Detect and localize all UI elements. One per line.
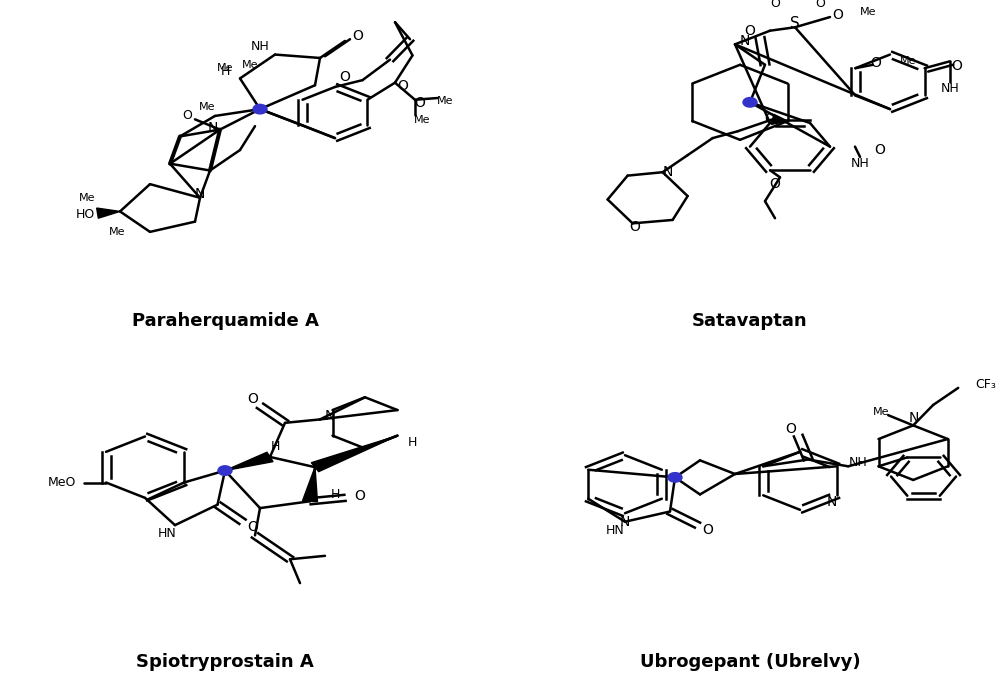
Text: HN: HN [606,524,624,537]
Text: N: N [620,515,630,529]
Text: N: N [325,409,335,423]
Text: Me: Me [199,102,216,113]
Text: Me: Me [860,7,876,17]
Text: NH: NH [251,40,269,53]
Text: Me: Me [900,57,917,66]
Text: N: N [662,165,673,179]
Text: Spiotryprostain A: Spiotryprostain A [136,653,314,670]
Text: Me: Me [217,63,233,73]
Text: Ubrogepant (Ubrelvy): Ubrogepant (Ubrelvy) [640,653,860,670]
Text: MeO: MeO [48,476,76,489]
Text: O: O [875,143,885,157]
Text: Me: Me [108,227,125,237]
Text: O: O [355,489,365,503]
Text: N: N [740,34,750,48]
Text: O: O [340,70,350,84]
Circle shape [743,98,757,107]
Text: O: O [952,59,963,74]
Polygon shape [97,208,120,218]
Text: Paraherquamide A: Paraherquamide A [132,312,318,329]
Text: NH: NH [851,157,869,170]
Text: N: N [195,188,205,201]
Text: N: N [207,121,218,135]
Text: H: H [408,436,417,449]
Text: O: O [832,8,843,23]
Text: O: O [630,220,641,234]
Text: O: O [765,113,776,126]
Text: Me: Me [79,193,95,203]
Text: NH: NH [940,82,959,95]
Text: O: O [415,96,425,110]
Text: O: O [870,56,881,70]
Text: Me: Me [872,406,889,417]
Text: Satavaptan: Satavaptan [692,312,808,329]
Text: Me: Me [242,60,258,70]
Text: S: S [790,16,800,31]
Polygon shape [225,452,273,471]
Text: O: O [183,109,192,123]
Text: O: O [702,523,713,537]
Circle shape [218,466,232,475]
Text: N: N [909,411,919,425]
Text: Me: Me [414,115,431,125]
Text: O: O [815,0,825,10]
Polygon shape [311,436,397,472]
Text: O: O [397,79,408,93]
Text: H: H [270,440,280,454]
Text: O: O [247,520,258,534]
Text: HO: HO [76,208,95,222]
Text: H: H [330,488,340,501]
Polygon shape [771,115,788,124]
Text: H: H [220,65,230,78]
Text: N: N [827,495,837,509]
Circle shape [253,104,267,114]
Text: O: O [247,392,258,406]
Text: HN: HN [158,527,177,540]
Text: Me: Me [437,96,453,106]
Text: O: O [745,24,755,38]
Polygon shape [303,467,317,502]
Text: O: O [352,29,363,43]
Text: O: O [770,177,780,191]
Text: CF₃: CF₃ [976,378,997,391]
Circle shape [668,473,682,482]
Text: NH: NH [849,456,868,469]
Text: O: O [770,0,780,10]
Text: O: O [785,421,796,436]
